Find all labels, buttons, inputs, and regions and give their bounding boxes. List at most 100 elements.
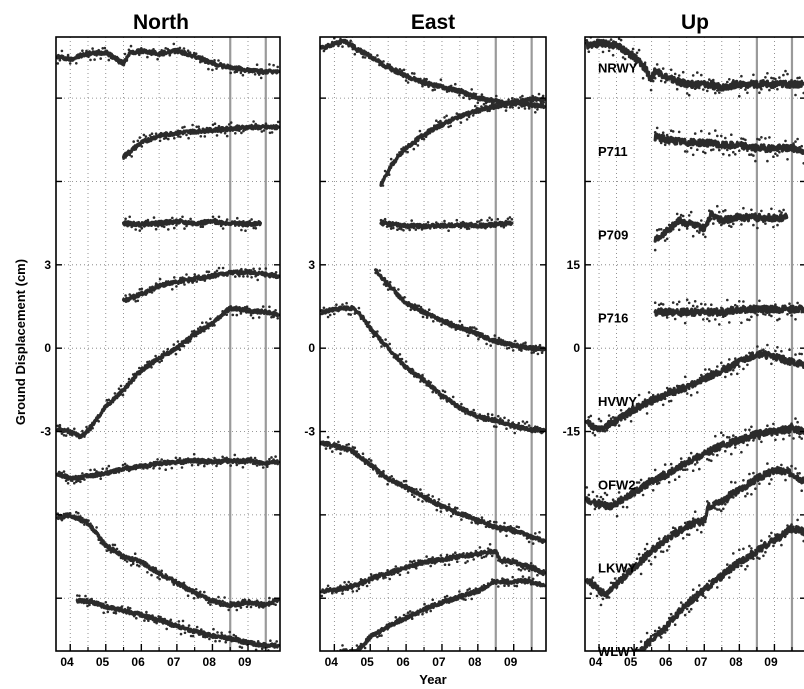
up-data-point	[601, 497, 605, 501]
up-data-point	[677, 228, 681, 232]
east-data-point	[495, 520, 498, 524]
up-data-point	[800, 310, 803, 314]
up-data-point	[766, 424, 769, 428]
up-data-point	[726, 80, 729, 84]
up-data-point	[756, 83, 759, 86]
east-data-point	[476, 101, 480, 105]
east-data-point	[482, 102, 486, 106]
east-data-point	[398, 484, 402, 487]
north-data-point	[158, 220, 162, 223]
up-data-point	[675, 466, 679, 470]
east-data-point	[367, 458, 371, 461]
up-data-point	[776, 318, 779, 322]
east-data-point	[454, 328, 458, 331]
north-data-point	[238, 645, 242, 649]
up-data-point	[653, 468, 657, 472]
north-data-point	[207, 220, 211, 224]
up-data-point	[615, 583, 619, 587]
east-data-point	[399, 296, 402, 300]
up-data-point	[623, 494, 627, 498]
east-data-point	[402, 146, 405, 149]
north-data-point	[73, 481, 76, 485]
north-data-point	[241, 598, 245, 602]
up-data-point	[740, 450, 743, 454]
north-data-point	[142, 222, 146, 225]
north-data-point	[141, 615, 144, 619]
east-data-point	[365, 325, 369, 328]
east-data-point	[410, 617, 414, 620]
up-data-point	[706, 457, 709, 461]
up-data-point	[794, 318, 797, 321]
east-data-point	[529, 430, 533, 433]
east-data-point	[337, 44, 340, 48]
north-data-point	[268, 275, 272, 279]
up-data-point	[595, 45, 599, 49]
north-data-point	[111, 543, 115, 547]
east-data-point	[349, 449, 353, 452]
east-data-point	[517, 106, 521, 110]
east-data-point	[345, 301, 348, 305]
east-data-point	[320, 440, 324, 444]
up-data-point	[643, 647, 647, 651]
north-data-point	[233, 603, 237, 607]
east-data-point	[478, 109, 481, 112]
north-data-point	[79, 480, 82, 484]
east-data-point	[413, 559, 416, 563]
north-data-point	[136, 563, 139, 567]
up-data-point	[639, 60, 643, 63]
up-data-point	[748, 153, 751, 156]
north-data-point	[139, 612, 142, 615]
north-data-point	[148, 360, 151, 363]
east-data-point	[435, 85, 439, 89]
up-data-point	[683, 321, 687, 325]
north-data-point	[142, 51, 145, 55]
east-data-point	[521, 567, 525, 570]
north-data-point	[175, 130, 178, 134]
east-data-point	[511, 106, 514, 109]
east-data-point	[406, 81, 410, 84]
east-data-point	[380, 345, 383, 348]
up-data-point	[796, 301, 799, 305]
east-data-point	[392, 69, 396, 72]
up-data-point	[758, 557, 761, 560]
east-data-point	[397, 288, 400, 291]
east-data-point	[457, 225, 461, 228]
up-data-point	[607, 49, 611, 53]
up-data-point	[621, 412, 625, 416]
north-data-point	[129, 467, 133, 471]
up-data-point	[617, 37, 621, 40]
up-data-point	[736, 563, 739, 567]
north-data-point	[146, 138, 150, 142]
east-data-point	[326, 584, 330, 588]
east-data-point	[454, 595, 457, 598]
east-data-point	[380, 574, 383, 577]
up-data-point	[770, 362, 773, 366]
north-data-point	[73, 57, 76, 61]
north-data-point	[276, 120, 280, 124]
east-data-point	[454, 403, 457, 407]
north-data-point	[77, 479, 80, 483]
up-data-point	[627, 407, 631, 411]
up-data-point	[738, 217, 741, 220]
east-data-point	[328, 446, 332, 450]
up-data-point	[778, 466, 781, 470]
east-data-point	[378, 269, 382, 272]
north-data-point	[217, 595, 220, 599]
up-data-point	[774, 303, 777, 306]
east-data-point	[487, 337, 490, 340]
up-data-point	[693, 300, 697, 303]
up-data-point	[601, 50, 605, 54]
north-x-tick-label: 08	[203, 655, 217, 669]
north-data-point	[60, 432, 64, 435]
east-data-point	[415, 488, 418, 491]
up-data-point	[716, 508, 719, 511]
up-data-point	[782, 534, 785, 537]
east-data-point	[511, 349, 515, 352]
north-data-point	[200, 628, 203, 631]
up-data-point	[764, 350, 767, 353]
east-data-point	[478, 521, 482, 525]
east-data-point	[501, 561, 504, 565]
east-data-point	[363, 56, 367, 59]
east-data-point	[402, 613, 406, 617]
up-data-point	[760, 87, 763, 91]
